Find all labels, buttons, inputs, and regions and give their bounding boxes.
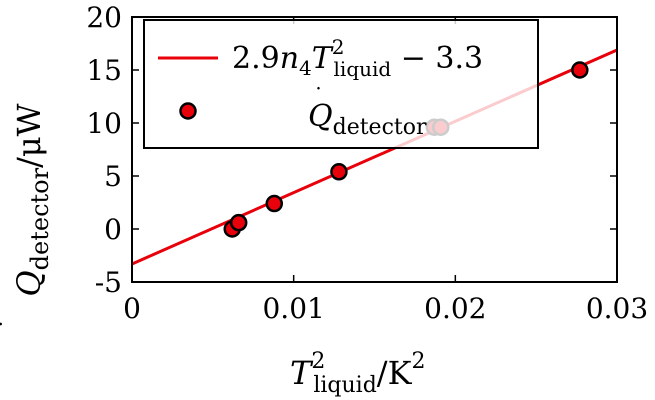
x-axis-label-sub: liquid	[313, 373, 376, 398]
legend-scatter-label-dot: ˙	[313, 85, 324, 110]
y-axis-label-dot: ˙	[0, 318, 24, 330]
legend-scatter-label-sub: detector	[333, 115, 427, 140]
scatter-point	[229, 213, 248, 232]
y-axis-label-sub: detector	[26, 167, 54, 270]
x-tick-label: 0.02	[424, 292, 486, 325]
y-tick-label: -5	[95, 266, 122, 299]
scatter-point	[330, 163, 348, 181]
scatter-point	[571, 61, 589, 79]
legend-fit-label-n: n	[280, 41, 299, 76]
x-axis-label: T2 liquid/K2	[290, 349, 425, 398]
y-axis-label-unit: /μW	[10, 103, 48, 168]
legend-fit-label-lead: 2.9	[232, 41, 280, 76]
legend-box	[143, 19, 539, 149]
x-axis-label-unit-sup: 2	[411, 349, 425, 374]
x-tick-label: 0	[123, 292, 141, 325]
svg-text:Qdetector/μW: Qdetector/μW	[10, 103, 54, 296]
legend-fit-label-t-sub: liquid	[334, 57, 392, 81]
legend-fit-label-n-sub: 4	[299, 56, 312, 80]
y-tick-label: 20	[86, 1, 122, 34]
y-tick-label: 5	[104, 160, 122, 193]
legend-marker-swatch	[179, 102, 197, 120]
x-axis-label-unit: /K	[377, 354, 413, 392]
y-axis-label-base: Q	[10, 270, 48, 296]
x-tick-label: 0.01	[262, 292, 324, 325]
legend-scatter-label-base: Q	[308, 99, 333, 134]
x-tick-label: 0.03	[586, 292, 648, 325]
scatter-point	[265, 194, 284, 213]
plot-frame	[131, 16, 618, 283]
x-axis-label-sup: 2	[311, 349, 325, 374]
y-tick-label: 0	[104, 213, 122, 246]
legend: 2.9n4T2 liquid − 3.3 Qdetector ˙	[143, 19, 539, 149]
y-axis-label: Qdetector/μW ˙	[0, 103, 54, 330]
y-tick-label: 15	[86, 54, 122, 87]
legend-fit-label-t: T	[312, 41, 334, 76]
legend-fit-label-t-sup: 2	[332, 35, 345, 59]
legend-scatter-label: Qdetector	[308, 99, 427, 140]
legend-fit-label: 2.9n4T2 liquid − 3.3	[232, 35, 483, 81]
legend-fit-label-tail: − 3.3	[391, 41, 483, 76]
x-axis-label-base: T	[290, 354, 314, 392]
y-tick-label: 10	[86, 107, 122, 140]
